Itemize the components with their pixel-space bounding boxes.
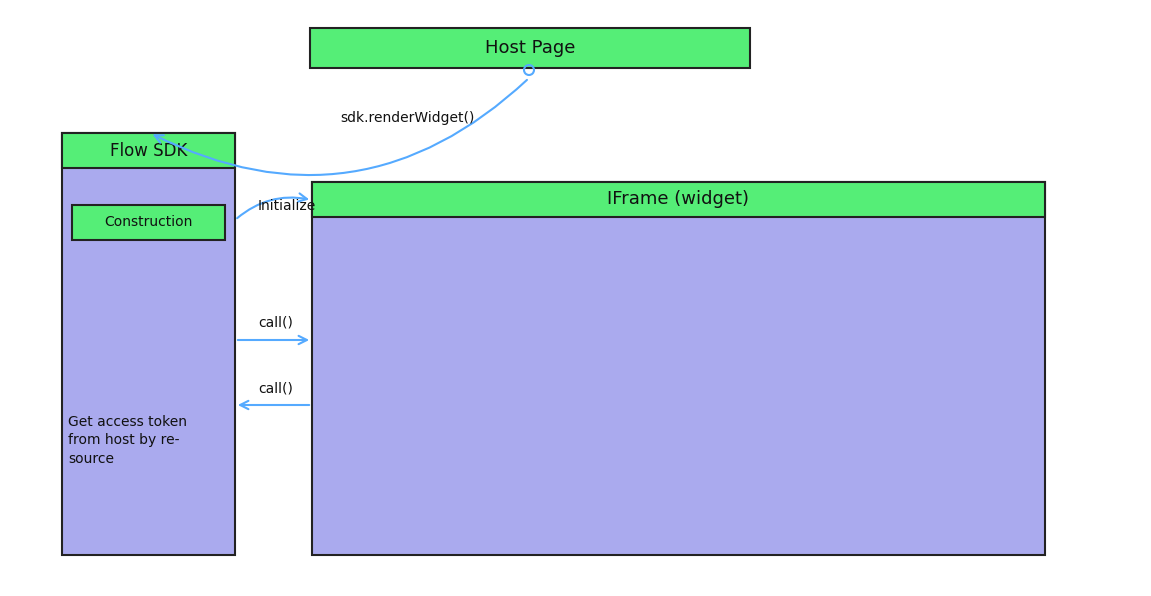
Text: call(): call() — [258, 316, 292, 330]
Text: Flow SDK: Flow SDK — [109, 141, 188, 160]
Text: IFrame (widget): IFrame (widget) — [608, 191, 749, 209]
Text: Initialize: Initialize — [258, 199, 317, 213]
Bar — [62, 133, 235, 168]
Bar — [312, 182, 1045, 217]
Bar — [310, 28, 750, 68]
Bar — [312, 182, 1045, 555]
Bar — [62, 133, 235, 555]
Text: Host Page: Host Page — [485, 39, 576, 57]
Text: Get access token
from host by re-
source: Get access token from host by re- source — [68, 415, 186, 466]
Text: Construction: Construction — [105, 216, 192, 229]
Bar — [73, 205, 224, 240]
Text: call(): call() — [258, 381, 292, 395]
Text: sdk.renderWidget(): sdk.renderWidget() — [340, 111, 474, 125]
